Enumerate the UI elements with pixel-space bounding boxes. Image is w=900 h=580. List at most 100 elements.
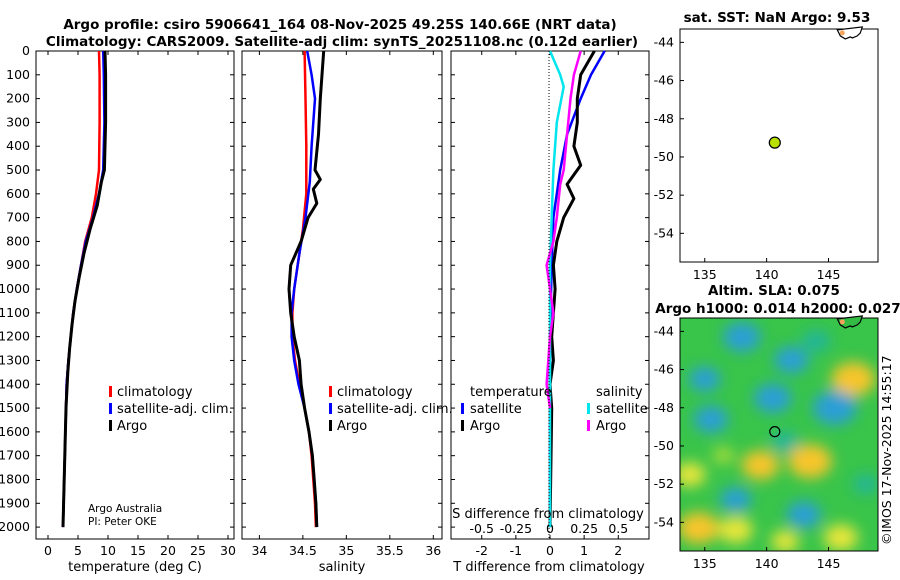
sst-map-title: sat. SST: NaN Argo: 9.53 — [684, 10, 871, 26]
x-tick-label: 20 — [160, 543, 176, 558]
depth-axis: 0 100 200 300 400 500 600 700 800 900 1000 1100 1200… — [0, 43, 649, 534]
legend-swatch-t-argo — [461, 420, 464, 431]
x-tick-label: 1 — [580, 543, 588, 558]
depth-tick-label: 1700 — [0, 448, 30, 463]
legend-satellite: satellite-adj. clim. — [117, 402, 233, 417]
map-x-tick-label: 145 — [817, 556, 841, 571]
x-tick-label: 0 — [44, 543, 52, 558]
t-diff-xlabel: T difference from climatology — [452, 560, 645, 575]
sla-colour-field — [680, 318, 878, 551]
depth-tick-label: 300 — [6, 114, 30, 129]
depth-tick-label: 2000 — [0, 519, 30, 534]
depth-tick-label: 1200 — [0, 329, 30, 344]
coastline — [836, 26, 864, 40]
temperature-legend: climatology satellite-adj. clim. Argo — [109, 385, 233, 434]
x-tick-label: 36 — [425, 543, 441, 558]
argo-position-marker — [768, 136, 781, 149]
sla-anomaly-blob — [723, 322, 761, 352]
title-line-2: Climatology: CARS2009. Satellite-adj cli… — [46, 34, 638, 50]
salinity-legend: climatology satellite-adj. clim. Argo — [329, 385, 453, 434]
argo-position-marker — [769, 426, 781, 438]
note-line-2: PI: Peter OKE — [88, 516, 157, 528]
map-decorations: 135 140 145 -44 -46 -48 -50 -52 -54 135 140 145 -44 -… — [654, 26, 864, 571]
map-y-tick-label: -46 — [654, 73, 674, 88]
title-line-1: Argo profile: csiro 5906641_164 08-Nov-2… — [63, 17, 616, 33]
sla-anomaly-blob — [771, 431, 800, 454]
x-tick-label: 25 — [190, 543, 206, 558]
depth-tick-label: 100 — [6, 67, 30, 82]
x-tick-label: 34.5 — [289, 543, 317, 558]
map-x-tick-label: 135 — [693, 267, 717, 282]
sla-anomaly-blob — [718, 516, 753, 544]
x-tick-label: 34 — [251, 543, 267, 558]
x-tick-label: 10 — [100, 543, 116, 558]
sla-map-title: Altim. SLA: 0.075 — [708, 283, 840, 299]
map-x-tick-label: 140 — [755, 556, 779, 571]
coastline — [836, 315, 864, 329]
x-tick-label: 30 — [220, 543, 236, 558]
sla-anomaly-blob — [771, 530, 800, 551]
legend-climatology: climatology — [117, 385, 193, 400]
map-y-tick-label: -44 — [654, 323, 674, 338]
sla-anomaly-blob — [680, 512, 719, 544]
map-y-tick-label: -50 — [654, 149, 674, 164]
coastal-sst-patch — [839, 30, 845, 36]
salinity-xlabel: salinity — [319, 560, 366, 575]
legend-s-argo: Argo — [596, 419, 626, 434]
series-line-argo — [287, 50, 326, 528]
x-tick-label: 35 — [338, 543, 354, 558]
depth-tick-label: 1000 — [0, 281, 30, 296]
s-diff-tick-label: 0.5 — [608, 521, 628, 536]
map-y-tick-label: -48 — [654, 400, 674, 415]
profile-lines — [61, 50, 606, 528]
legend-swatch-t-satellite — [461, 403, 464, 414]
map-y-tick-label: -44 — [654, 34, 674, 49]
legend-t-argo: Argo — [470, 419, 500, 434]
sla-anomaly-blob — [787, 444, 832, 479]
map-y-tick-label: -46 — [654, 362, 674, 377]
s-diff-xlabel: S difference from climatology — [452, 507, 644, 522]
legend-s-satellite: satellite — [596, 402, 648, 417]
s-diff-tick-label: 0.25 — [570, 521, 598, 536]
note-line-1: Argo Australia — [88, 503, 162, 515]
sla-map-frame — [679, 317, 879, 552]
depth-tick-label: 200 — [6, 91, 30, 106]
sla-map-subtitle: Argo h1000: 0.014 h2000: 0.027 — [655, 301, 900, 317]
depth-tick-label: 1100 — [0, 305, 30, 320]
depth-tick-label: 800 — [6, 233, 30, 248]
depth-tick-label: 0 — [22, 43, 30, 58]
legend-t-satellite: satellite — [470, 402, 522, 417]
sla-anomaly-blob — [823, 524, 859, 551]
sla-anomaly-blob — [754, 383, 792, 413]
depth-tick-label: 1600 — [0, 424, 30, 439]
imos-watermark: ©IMOS 17-Nov-2025 14:55:17 — [879, 355, 894, 545]
map-y-tick-label: -50 — [654, 438, 674, 453]
sla-anomaly-blob — [693, 405, 729, 433]
sla-anomaly-blob — [812, 390, 857, 425]
map-y-tick-label: -54 — [654, 225, 674, 240]
map-y-tick-label: -48 — [654, 111, 674, 126]
depth-tick-label: 1300 — [0, 352, 30, 367]
sla-anomaly-blob — [774, 346, 809, 374]
x-axes: 0 5 10 15 20 25 30 34 34.5 35 35.5 36 -2 -1 0 1 2 -0.5 -0.… — [44, 51, 628, 558]
series-line-t-argo-clim — [548, 50, 596, 528]
sla-anomaly-blob — [802, 329, 831, 352]
legend-climatology: climatology — [337, 385, 413, 400]
temperature-panel — [35, 50, 235, 540]
depth-tick-label: 400 — [6, 138, 30, 153]
x-tick-label: -2 — [475, 543, 487, 558]
legend-swatch-s-argo — [587, 420, 590, 431]
sla-anomaly-blob — [689, 366, 721, 392]
depth-tick-label: 1400 — [0, 376, 30, 391]
legend-argo: Argo — [337, 419, 367, 434]
sla-anomaly-blob — [853, 474, 878, 494]
depth-tick-label: 700 — [6, 210, 30, 225]
legend-swatch-argo — [329, 420, 332, 431]
s-diff-tick-label: -0.5 — [470, 521, 494, 536]
sla-anomaly-blob — [786, 501, 821, 529]
difference-legend: temperature satellite Argo salinity sate… — [461, 385, 648, 434]
x-tick-label: 0 — [546, 543, 554, 558]
legend-argo: Argo — [117, 419, 147, 434]
legend-swatch-climatology — [329, 386, 332, 397]
